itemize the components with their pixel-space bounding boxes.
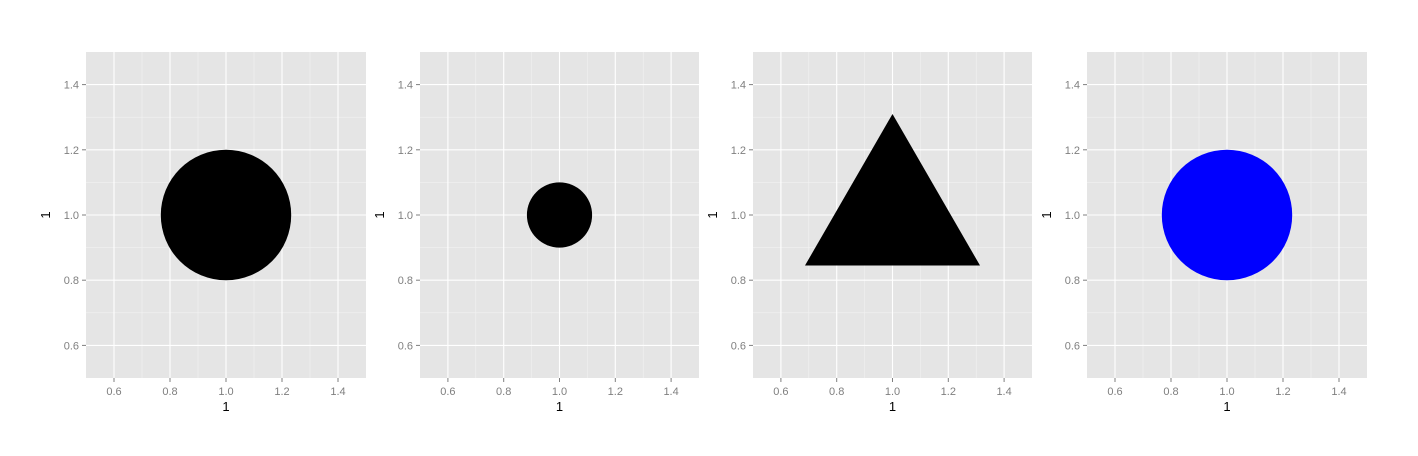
panel-2-y-tick-label: 0.8 bbox=[398, 275, 413, 287]
panel-2-y-tick-label: 1.0 bbox=[398, 210, 413, 222]
panel-2-y-tick-label: 1.2 bbox=[398, 145, 413, 157]
panel-1-x-tick-label: 1.4 bbox=[330, 386, 345, 398]
panel-1-x-tick-label: 1.0 bbox=[218, 386, 233, 398]
panel-3-y-tick-label: 1.2 bbox=[731, 145, 746, 157]
panel-4-x-tick-label: 1.4 bbox=[1331, 386, 1346, 398]
panel-2-y-tick-label: 0.6 bbox=[398, 340, 413, 352]
panel-3-y-tick-label: 0.8 bbox=[731, 275, 746, 287]
panel-4-x-tick-label: 1.0 bbox=[1219, 386, 1234, 398]
panel-2-x-axis-title: 1 bbox=[556, 399, 563, 414]
panel-3-y-axis-title: 1 bbox=[705, 211, 720, 218]
panel-3-y-tick-label: 1.4 bbox=[731, 80, 746, 92]
panel-1-y-tick-label: 0.6 bbox=[64, 340, 79, 352]
panel-2-x-tick-label: 0.8 bbox=[496, 386, 511, 398]
panel-1-y-tick-label: 1.0 bbox=[64, 210, 79, 222]
panel-1: 0.6 0.8 1.0 1.2 1.4 0.6 0.8 1.0 1.2 1.4 1 1 bbox=[38, 52, 366, 414]
panel-1-y-tick-label: 0.8 bbox=[64, 275, 79, 287]
panel-1-x-axis-title: 1 bbox=[222, 399, 229, 414]
panel-4-x-tick-label: 1.2 bbox=[1275, 386, 1290, 398]
panel-2-point-circle bbox=[526, 182, 593, 248]
panel-2-y-axis-title: 1 bbox=[372, 211, 387, 218]
panel-1-y-tick-label: 1.4 bbox=[64, 80, 79, 92]
panel-1-point-circle bbox=[160, 149, 292, 281]
panel-3-x-tick-label: 1.4 bbox=[996, 386, 1011, 398]
panel-4-x-tick-label: 0.8 bbox=[1163, 386, 1178, 398]
panel-3-point-triangle bbox=[804, 113, 981, 266]
panel-3-x-axis-title: 1 bbox=[889, 399, 896, 414]
panel-2: 0.6 0.8 1.0 1.2 1.4 0.6 0.8 1.0 1.2 1.4 1 1 bbox=[372, 52, 699, 414]
panel-4-point-circle bbox=[1161, 149, 1293, 281]
panel-4-y-tick-label: 0.6 bbox=[1065, 340, 1080, 352]
panel-3-x-tick-label: 1.2 bbox=[941, 386, 956, 398]
panel-1-x-tick-label: 1.2 bbox=[274, 386, 289, 398]
panel-1-x-tick-label: 0.6 bbox=[106, 386, 121, 398]
panel-3: 0.6 0.8 1.0 1.2 1.4 0.6 0.8 1.0 1.2 1.4 1 1 bbox=[705, 52, 1032, 414]
panel-1-y-tick-label: 1.2 bbox=[64, 145, 79, 157]
panel-4-y-tick-label: 1.4 bbox=[1065, 80, 1080, 92]
panel-2-x-tick-label: 1.0 bbox=[552, 386, 567, 398]
panel-1-x-tick-label: 0.8 bbox=[162, 386, 177, 398]
panel-2-x-tick-label: 0.6 bbox=[440, 386, 455, 398]
panel-1-y-axis-title: 1 bbox=[38, 211, 53, 218]
panel-4-y-tick-label: 1.2 bbox=[1065, 145, 1080, 157]
panel-3-y-tick-label: 0.6 bbox=[731, 340, 746, 352]
panel-4-y-axis-title: 1 bbox=[1039, 211, 1054, 218]
panel-4-x-tick-label: 0.6 bbox=[1107, 386, 1122, 398]
panel-3-x-tick-label: 0.6 bbox=[773, 386, 788, 398]
panel-4-y-tick-label: 0.8 bbox=[1065, 275, 1080, 287]
panel-2-y-tick-label: 1.4 bbox=[398, 80, 413, 92]
panel-4: 0.6 0.8 1.0 1.2 1.4 0.6 0.8 1.0 1.2 1.4 1 1 bbox=[1039, 52, 1367, 414]
panel-3-x-tick-label: 1.0 bbox=[885, 386, 900, 398]
panel-3-x-tick-label: 0.8 bbox=[829, 386, 844, 398]
panel-4-x-axis-title: 1 bbox=[1223, 399, 1230, 414]
panel-2-x-tick-label: 1.2 bbox=[608, 386, 623, 398]
panel-2-x-tick-label: 1.4 bbox=[663, 386, 678, 398]
panel-3-y-tick-label: 1.0 bbox=[731, 210, 746, 222]
panel-4-y-tick-label: 1.0 bbox=[1065, 210, 1080, 222]
